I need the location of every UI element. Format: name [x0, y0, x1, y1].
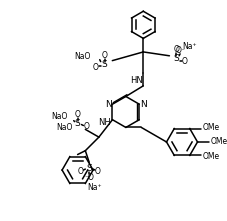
Text: O: O — [102, 51, 108, 60]
Text: O: O — [78, 166, 84, 175]
Text: ⁻O: ⁻O — [84, 173, 94, 182]
Text: OMe: OMe — [210, 137, 227, 147]
Text: S: S — [173, 54, 179, 63]
Text: OMe: OMe — [202, 152, 220, 161]
Text: O: O — [75, 110, 81, 119]
Text: NaO: NaO — [56, 123, 73, 132]
Text: N: N — [140, 100, 146, 109]
Text: S: S — [102, 60, 107, 69]
Text: NaO: NaO — [75, 52, 91, 61]
Text: OMe: OMe — [202, 123, 220, 132]
Text: O: O — [93, 63, 99, 72]
Text: HN: HN — [130, 76, 143, 86]
Text: Na⁺: Na⁺ — [183, 42, 197, 51]
Text: N: N — [105, 100, 112, 109]
Text: Na⁺: Na⁺ — [88, 183, 102, 192]
Text: O: O — [95, 166, 101, 175]
Text: S: S — [75, 119, 80, 128]
Text: O: O — [182, 57, 188, 66]
Text: O: O — [173, 46, 179, 55]
Text: NH: NH — [98, 118, 111, 127]
Text: O⁻: O⁻ — [176, 46, 186, 55]
Text: O: O — [83, 122, 89, 131]
Text: S: S — [86, 164, 92, 173]
Text: NaO: NaO — [52, 112, 68, 121]
